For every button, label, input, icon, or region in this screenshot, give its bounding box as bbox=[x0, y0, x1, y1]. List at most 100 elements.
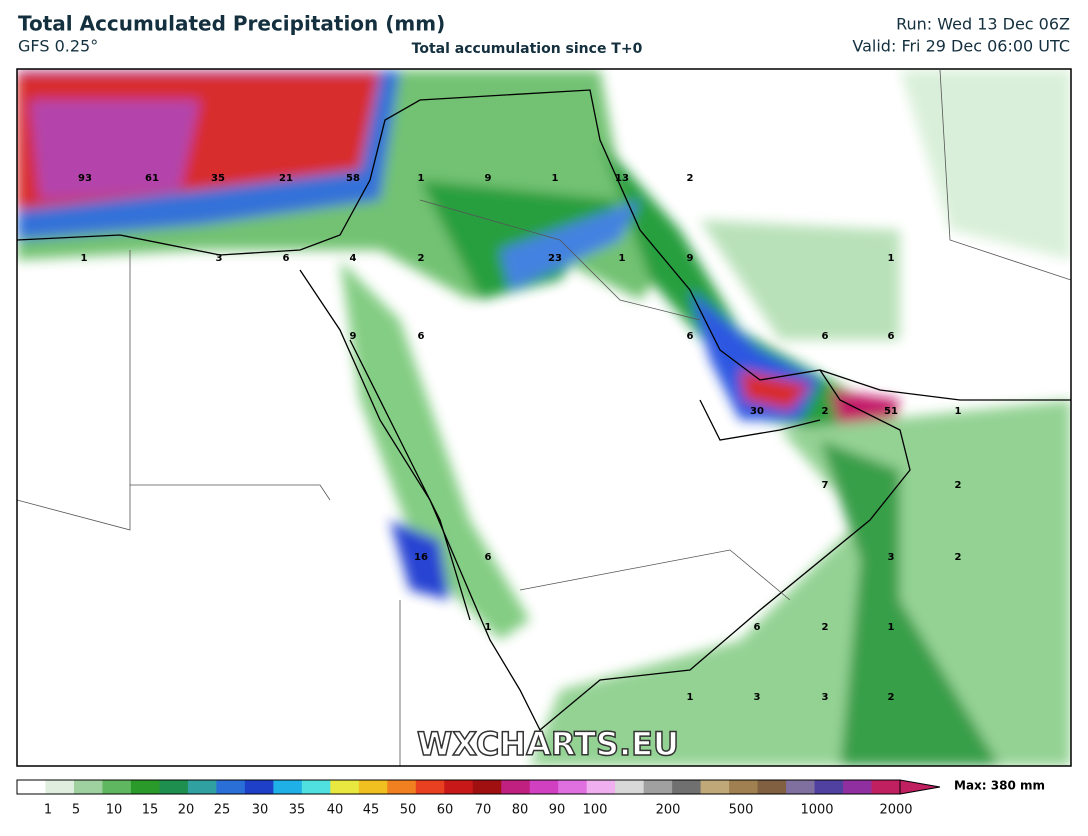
colorbar-tick-label: 90 bbox=[549, 803, 566, 818]
map-label: 7 bbox=[822, 480, 829, 491]
map-label: 2 bbox=[418, 253, 425, 264]
map-label: 51 bbox=[884, 406, 898, 417]
colorbar-cell bbox=[244, 780, 274, 794]
map-label: 61 bbox=[145, 173, 159, 184]
map-label: 2 bbox=[955, 480, 962, 491]
map bbox=[17, 69, 1071, 766]
colorbar-tick-label: 50 bbox=[400, 803, 417, 818]
map-labels: 93 61 35 21 58 1 9 1 13 21 3 6 4 2 23 1 9 19 6 6 6 630 2 51 17 21… bbox=[78, 173, 961, 703]
map-label: 9 bbox=[687, 253, 694, 264]
map-label: 1 bbox=[552, 173, 559, 184]
colorbar-tick-label: 2000 bbox=[879, 803, 912, 818]
map-label: 1 bbox=[687, 692, 694, 703]
map-label: 4 bbox=[350, 253, 357, 264]
map-label: 1 bbox=[888, 253, 895, 264]
colorbar-cell bbox=[387, 780, 417, 794]
colorbar-cell bbox=[643, 780, 673, 794]
map-label: 21 bbox=[279, 173, 293, 184]
title: Total Accumulated Precipitation (mm) bbox=[18, 12, 445, 36]
colorbar: 1 5 10 15 20 25 30 35 40 45 50 60 70 80 90 100 200 500 100… bbox=[16, 779, 941, 818]
colorbar-cell bbox=[273, 780, 303, 794]
colorbar-cell bbox=[187, 780, 217, 794]
map-label: 1 bbox=[955, 406, 962, 417]
colorbar-cell bbox=[444, 780, 474, 794]
map-label: 35 bbox=[211, 173, 225, 184]
subtitle: Total accumulation since T+0 bbox=[412, 41, 643, 57]
colorbar-frame bbox=[16, 779, 901, 795]
valid: Valid: Fri 29 Dec 06:00 UTC bbox=[852, 37, 1070, 56]
map-label: 9 bbox=[485, 173, 492, 184]
colorbar-cell bbox=[501, 780, 531, 794]
map-label: 2 bbox=[822, 622, 829, 633]
map-label: 58 bbox=[346, 173, 360, 184]
map-label: 6 bbox=[754, 622, 761, 633]
colorbar-cell bbox=[358, 780, 388, 794]
colorbar-arrow bbox=[899, 779, 941, 795]
run: Run: Wed 13 Dec 06Z bbox=[896, 15, 1070, 34]
map-label: 2 bbox=[888, 692, 895, 703]
map-label: 1 bbox=[888, 622, 895, 633]
colorbar-tick-label: 5 bbox=[72, 803, 80, 818]
map-label: 1 bbox=[81, 253, 88, 264]
colorbar-cell bbox=[130, 780, 160, 794]
colorbar-tick-label: 1000 bbox=[800, 803, 833, 818]
colorbar-cell bbox=[586, 780, 616, 794]
colorbar-cell bbox=[159, 780, 189, 794]
colorbar-tick-label: 15 bbox=[142, 803, 159, 818]
map-label: 6 bbox=[485, 552, 492, 563]
colorbar-cell bbox=[672, 780, 702, 794]
map-label: 6 bbox=[822, 331, 829, 342]
map-label: 6 bbox=[418, 331, 425, 342]
map-label: 23 bbox=[548, 253, 562, 264]
colorbar-tick-label: 100 bbox=[583, 803, 608, 818]
colorbar-cell bbox=[843, 780, 873, 794]
map-label: 2 bbox=[687, 173, 694, 184]
map-label: 2 bbox=[822, 406, 829, 417]
map-label: 1 bbox=[485, 622, 492, 633]
map-label: 3 bbox=[754, 692, 761, 703]
colorbar-tick-label: 500 bbox=[729, 803, 754, 818]
colorbar-cell bbox=[814, 780, 844, 794]
colorbar-cell bbox=[45, 780, 75, 794]
watermark: WXCHARTS.EU bbox=[417, 725, 679, 763]
colorbar-cell bbox=[757, 780, 787, 794]
colorbar-tick-label: 30 bbox=[252, 803, 269, 818]
map-label: 3 bbox=[888, 552, 895, 563]
colorbar-cell bbox=[871, 780, 901, 794]
map-label: 3 bbox=[216, 253, 223, 264]
colorbar-cell bbox=[216, 780, 246, 794]
map-label: 1 bbox=[619, 253, 626, 264]
model: GFS 0.25° bbox=[18, 37, 98, 56]
colorbar-tick-label: 60 bbox=[437, 803, 454, 818]
colorbar-cell bbox=[472, 780, 502, 794]
colorbar-cell bbox=[729, 780, 759, 794]
colorbar-cell bbox=[786, 780, 816, 794]
colorbar-cell bbox=[73, 780, 103, 794]
map-label: 6 bbox=[283, 253, 290, 264]
colorbar-cell bbox=[301, 780, 331, 794]
map-label: 1 bbox=[418, 173, 425, 184]
colorbar-tick-label: 40 bbox=[327, 803, 344, 818]
colorbar-cell bbox=[558, 780, 588, 794]
colorbar-tick-label: 20 bbox=[178, 803, 195, 818]
colorbar-cell bbox=[700, 780, 730, 794]
map-label: 6 bbox=[888, 331, 895, 342]
map-label: 13 bbox=[615, 173, 629, 184]
colorbar-cell bbox=[330, 780, 360, 794]
map-label: 16 bbox=[414, 552, 428, 563]
colorbar-tick-label: 45 bbox=[363, 803, 380, 818]
map-label: 9 bbox=[350, 331, 357, 342]
map-frame bbox=[16, 68, 1072, 767]
colorbar-cell bbox=[415, 780, 445, 794]
colorbar-tick-label: 10 bbox=[106, 803, 123, 818]
map-label: 2 bbox=[955, 552, 962, 563]
map-label: 30 bbox=[750, 406, 764, 417]
colorbar-max: Max: 380 mm bbox=[954, 779, 1045, 793]
colorbar-tick-label: 25 bbox=[214, 803, 231, 818]
colorbar-tick-label: 1 bbox=[44, 803, 52, 818]
colorbar-tick-label: 80 bbox=[512, 803, 529, 818]
map-label: 93 bbox=[78, 173, 92, 184]
colorbar-tick-label: 35 bbox=[289, 803, 306, 818]
colorbar-cell bbox=[615, 780, 645, 794]
